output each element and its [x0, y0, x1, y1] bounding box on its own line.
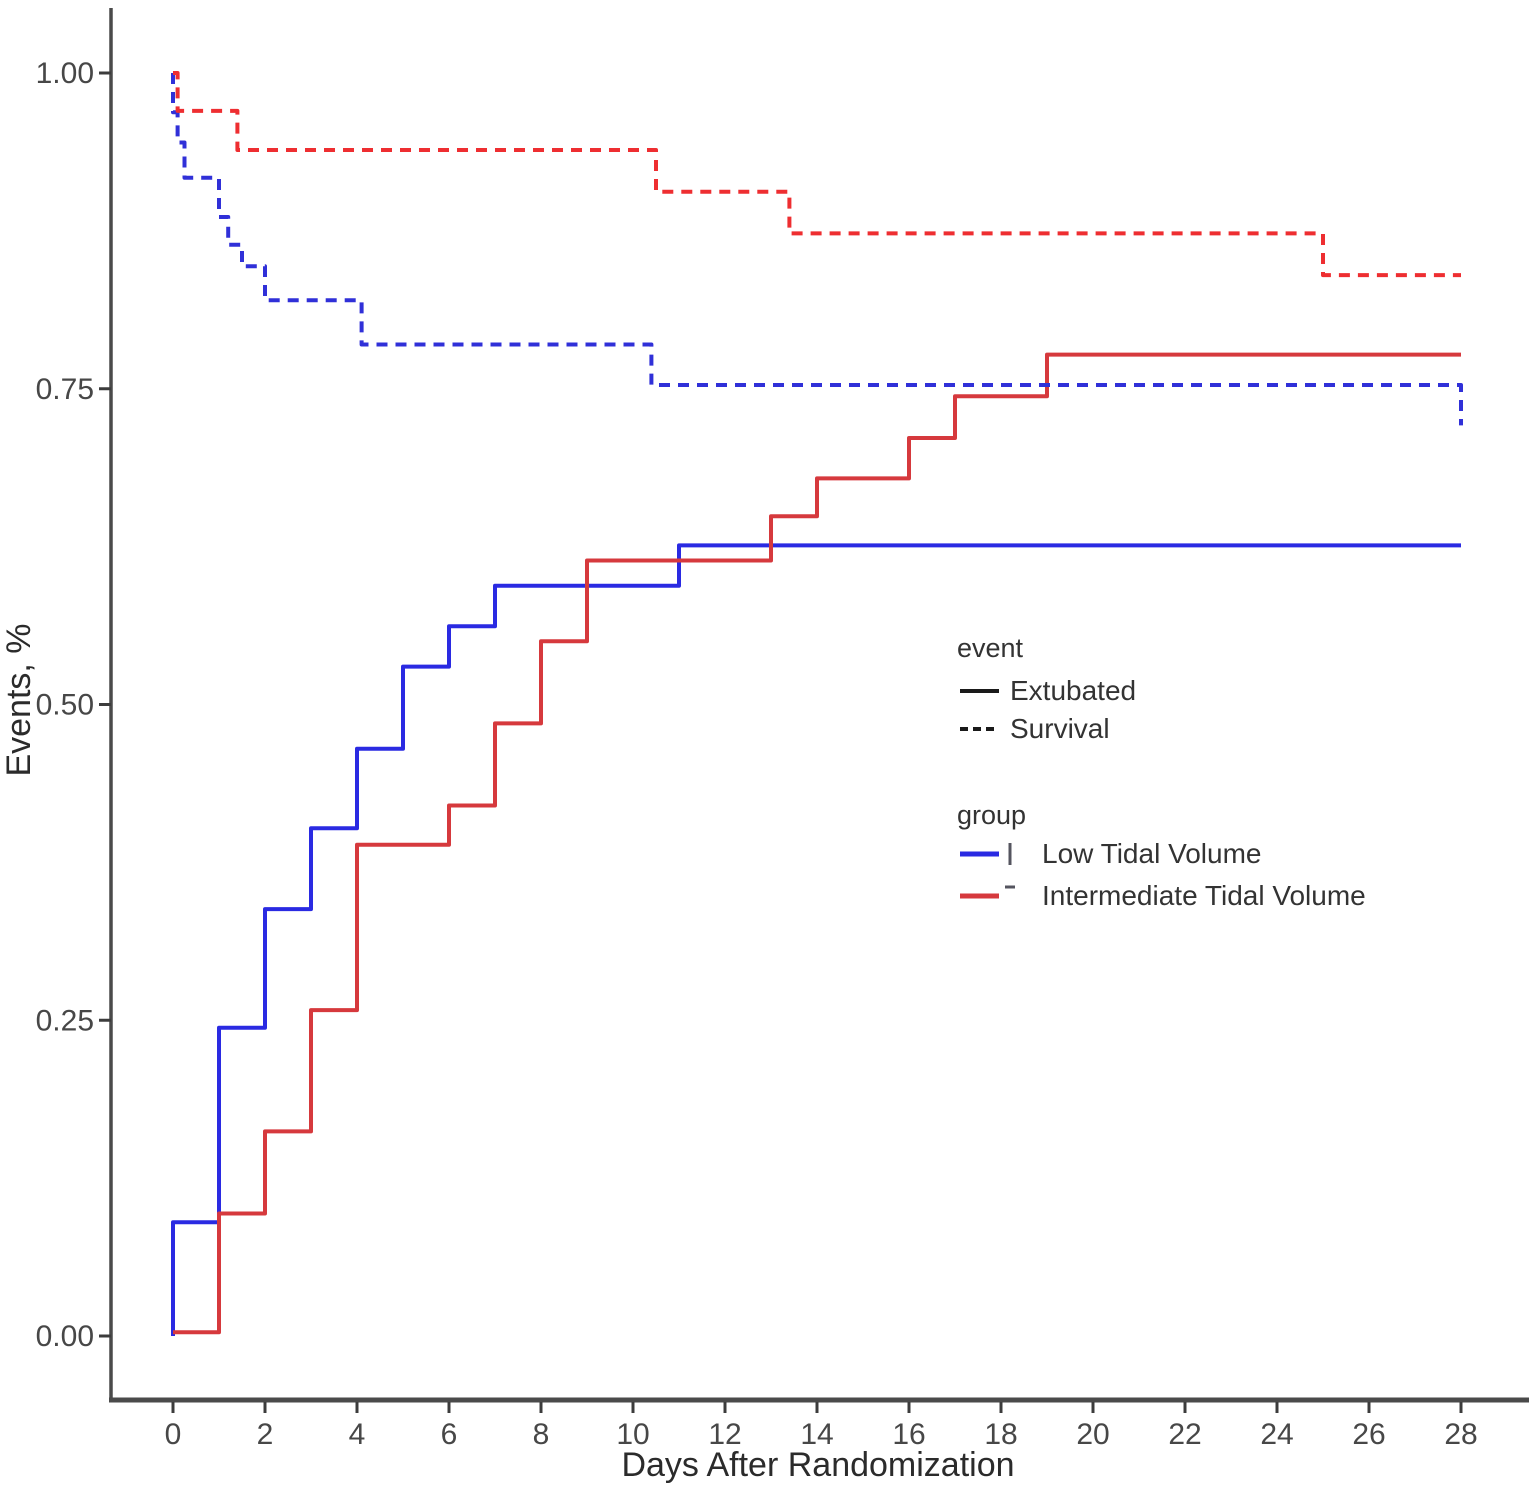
x-tick-label: 4	[349, 1418, 366, 1451]
x-tick-label: 22	[1168, 1418, 1201, 1451]
legend-label-extubated: Extubated	[1010, 675, 1136, 706]
y-axis-title: Events, %	[0, 623, 38, 776]
x-tick-label: 18	[984, 1418, 1017, 1451]
y-tick-label: 0.00	[36, 1320, 94, 1353]
x-tick-label: 24	[1260, 1418, 1293, 1451]
x-tick-label: 20	[1076, 1418, 1109, 1451]
y-tick-label: 0.75	[36, 373, 94, 406]
legend-label-survival: Survival	[1010, 713, 1110, 744]
x-tick-label: 6	[441, 1418, 458, 1451]
x-tick-label: 16	[892, 1418, 925, 1451]
y-tick-label: 0.25	[36, 1004, 94, 1037]
series-low-tidal-volume-survival	[171, 73, 1463, 426]
x-tick-label: 0	[165, 1418, 182, 1451]
y-tick-label: 1.00	[36, 57, 94, 90]
x-tick-label: 26	[1352, 1418, 1385, 1451]
legend-label-intermediate-tidal-volume: Intermediate Tidal Volume	[1042, 880, 1366, 911]
legend-event-title: event	[957, 633, 1024, 663]
x-tick-label: 10	[616, 1418, 649, 1451]
x-tick-label: 8	[533, 1418, 550, 1451]
series-low-tidal-volume-extubated	[171, 543, 1461, 1336]
series-intermediate-tidal-volume-extubated	[173, 352, 1461, 1335]
x-tick-label: 12	[708, 1418, 741, 1451]
y-tick-label: 0.50	[36, 689, 94, 722]
legend-group-title: group	[957, 800, 1026, 830]
legend-label-low-tidal-volume: Low Tidal Volume	[1042, 838, 1261, 869]
x-axis-title: Days After Randomization	[621, 1446, 1014, 1484]
x-tick-label: 28	[1444, 1418, 1477, 1451]
series-intermediate-tidal-volume-survival	[173, 71, 1461, 278]
x-tick-label: 2	[257, 1418, 274, 1451]
x-tick-label: 14	[800, 1418, 833, 1451]
